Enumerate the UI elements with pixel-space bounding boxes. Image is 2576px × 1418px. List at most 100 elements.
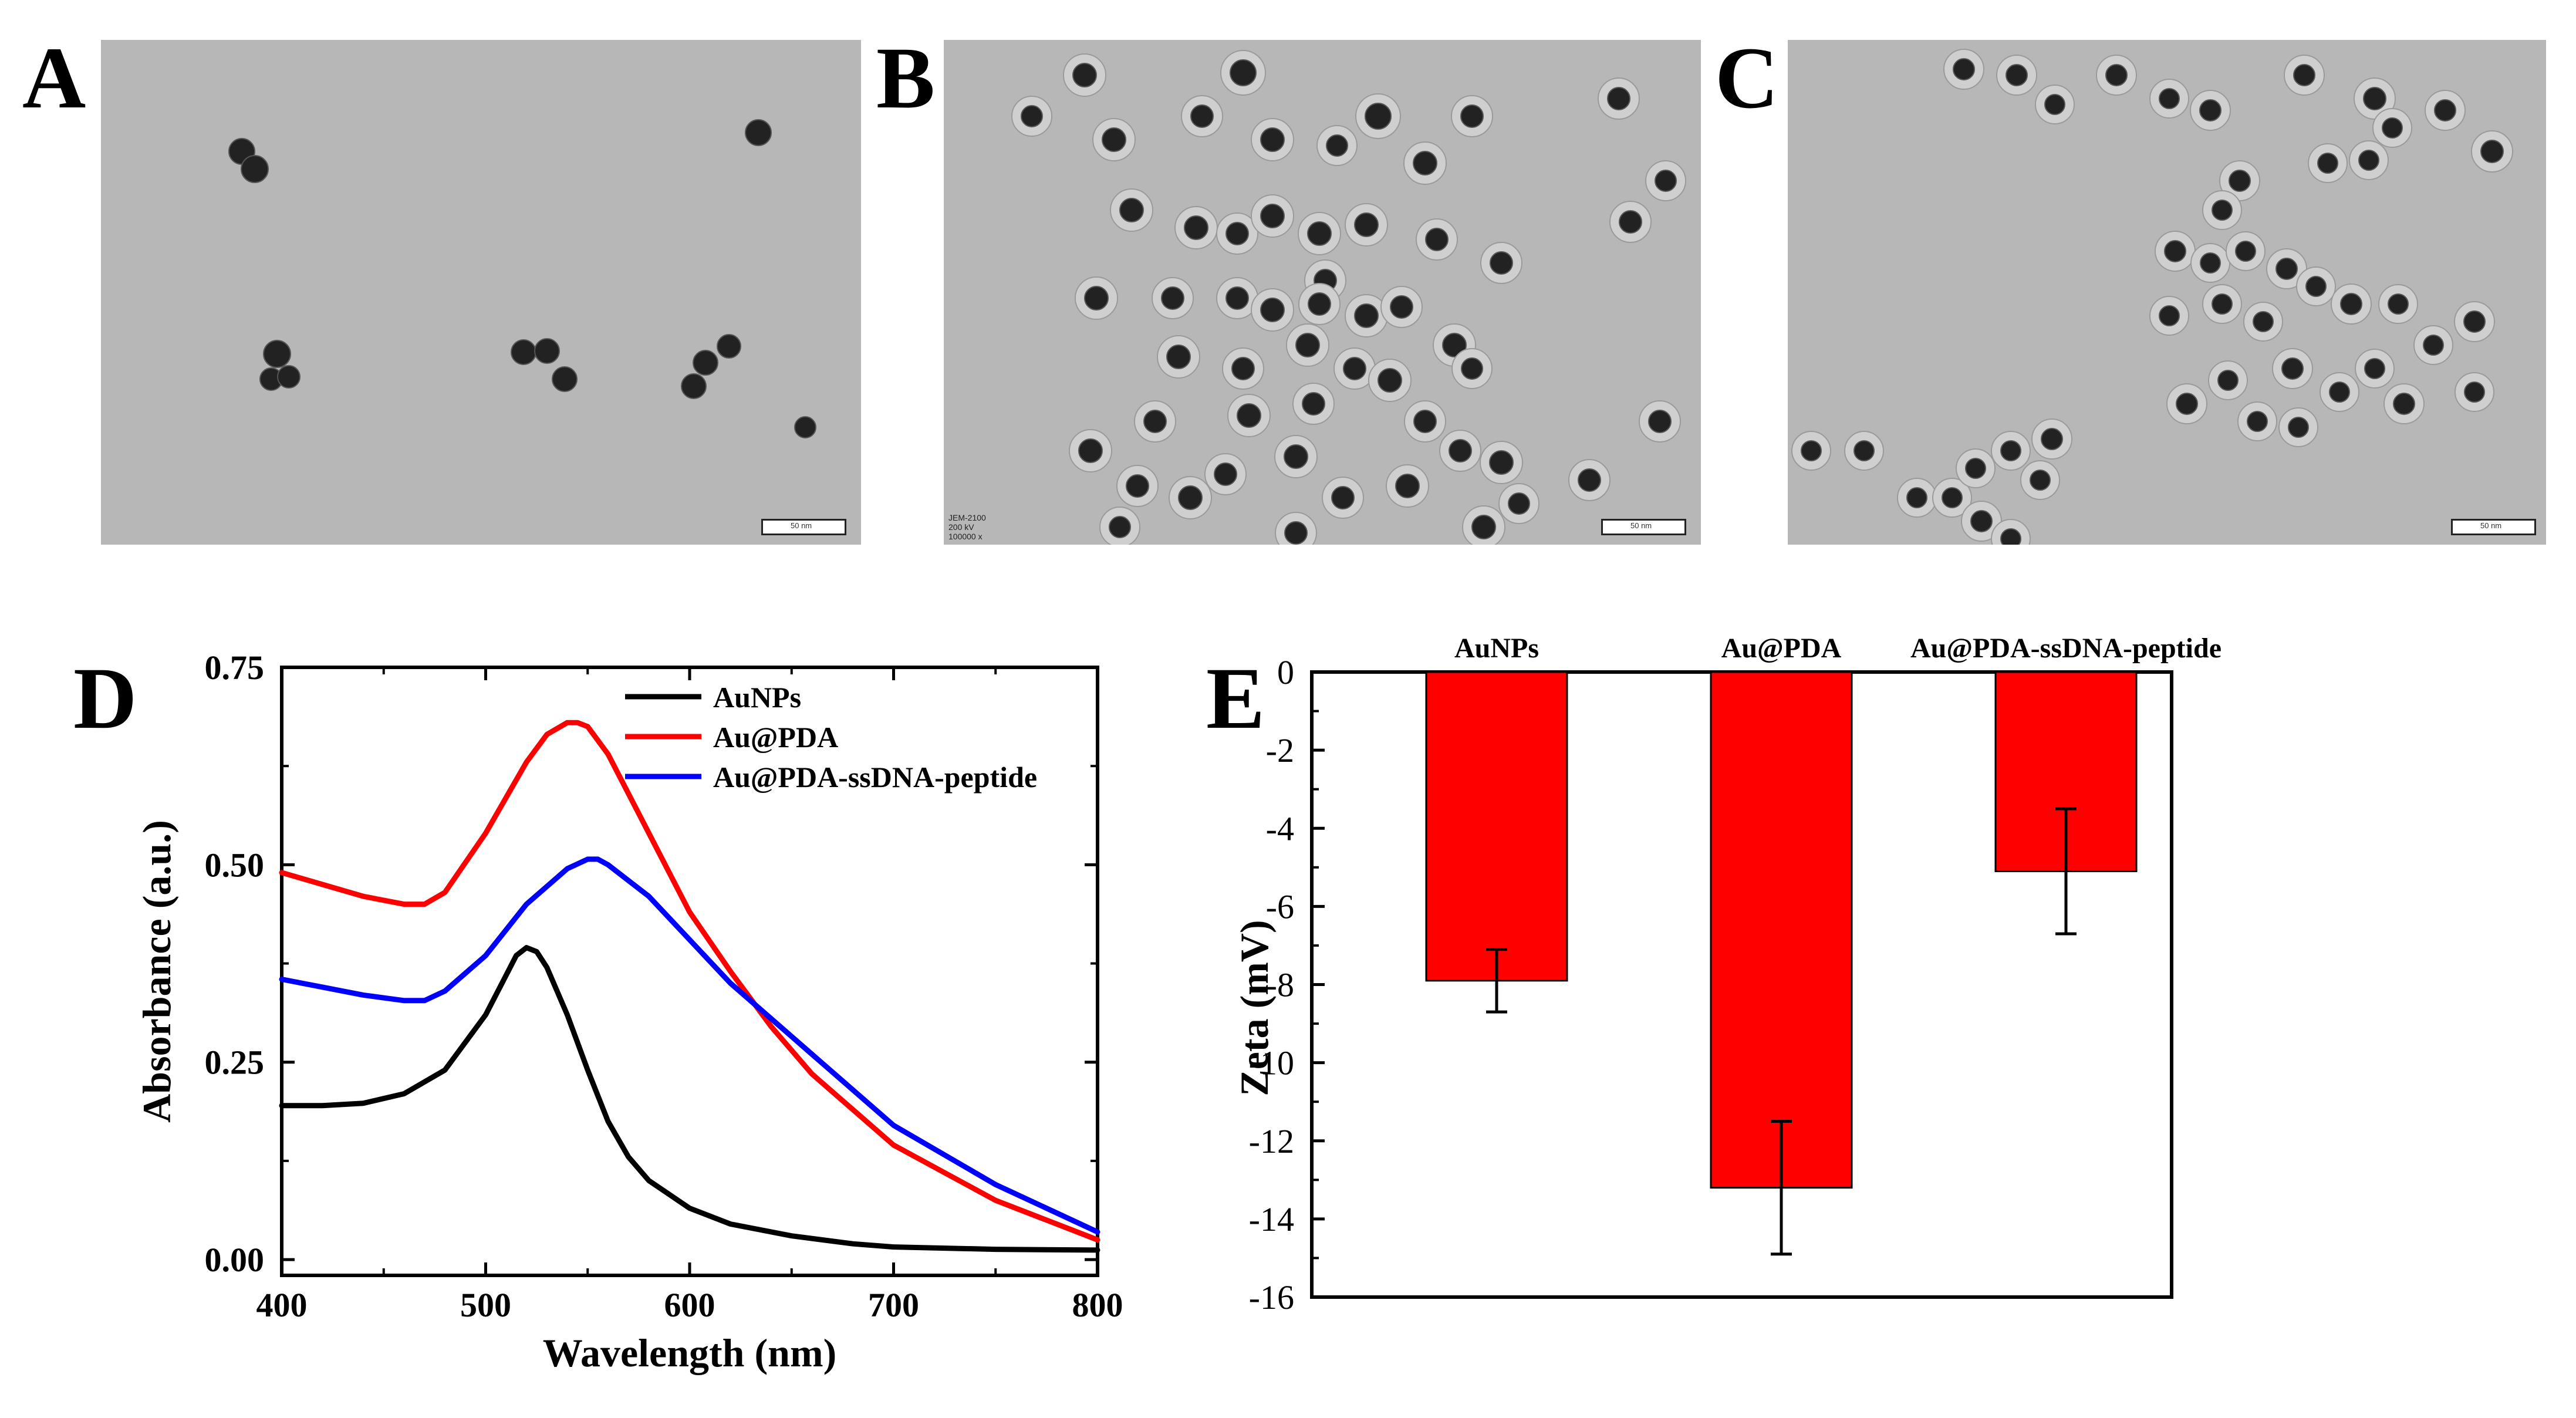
nanoparticle bbox=[1072, 63, 1097, 87]
nanoparticle bbox=[2358, 150, 2379, 171]
nanoparticle bbox=[263, 340, 291, 368]
nanoparticle bbox=[717, 334, 741, 359]
nanoparticle bbox=[1354, 212, 1379, 237]
series-line-au-pda-ssdna-peptide bbox=[279, 856, 1100, 1235]
nanoparticle bbox=[2044, 94, 2065, 115]
nanoparticle bbox=[1284, 444, 1308, 469]
nanoparticle bbox=[1471, 515, 1496, 539]
plot-frame bbox=[280, 666, 1099, 1277]
nanoparticle bbox=[1354, 303, 1379, 328]
x-tick-label: 400 bbox=[256, 1286, 308, 1324]
nanoparticle bbox=[2000, 440, 2021, 461]
y-tick-label: 0.75 bbox=[205, 649, 265, 687]
nanoparticle bbox=[1214, 462, 1237, 486]
nanoparticle bbox=[2281, 357, 2304, 380]
nanoparticle bbox=[1307, 221, 1332, 246]
nanoparticle bbox=[1260, 127, 1285, 152]
y-axis-label: Zeta (mV) bbox=[1232, 920, 1277, 1096]
nanoparticle bbox=[1906, 487, 1927, 508]
nanoparticle bbox=[2329, 381, 2350, 403]
y-tick-label: -4 bbox=[1266, 809, 1294, 848]
nanoparticle bbox=[1508, 492, 1530, 515]
tem-image-a: 50 nm bbox=[101, 40, 861, 545]
nanoparticle bbox=[1395, 474, 1420, 498]
nanoparticle bbox=[1490, 251, 1513, 275]
instrument-magnification: 100000 x bbox=[948, 532, 983, 541]
scale-label-b: 50 nm bbox=[1630, 521, 1652, 530]
nanoparticle bbox=[2275, 258, 2298, 280]
nanoparticle bbox=[1143, 410, 1167, 433]
nanoparticle bbox=[2199, 99, 2221, 121]
nanoparticle bbox=[2388, 293, 2409, 315]
nanoparticle bbox=[1460, 104, 1484, 128]
nanoparticle bbox=[1178, 485, 1203, 510]
y-tick-label: 0.50 bbox=[205, 846, 265, 884]
nanoparticle bbox=[1225, 222, 1249, 245]
x-tick-label: 500 bbox=[460, 1286, 511, 1324]
tem-particles-a bbox=[228, 119, 816, 438]
nanoparticle bbox=[2176, 393, 2198, 415]
bar bbox=[1425, 671, 1568, 982]
nanoparticle bbox=[1126, 474, 1149, 498]
nanoparticle bbox=[794, 416, 816, 438]
y-tick-label: -8 bbox=[1266, 966, 1294, 1004]
nanoparticle bbox=[1231, 357, 1255, 380]
scale-label-a: 50 nm bbox=[791, 521, 812, 530]
nanoparticle bbox=[2105, 64, 2128, 86]
y-tick-label: -2 bbox=[1266, 731, 1294, 769]
panel-label-a: A bbox=[22, 29, 86, 127]
nanoparticle bbox=[2382, 117, 2403, 139]
legend-label: Au@PDA bbox=[713, 721, 838, 754]
x-tick-label: 600 bbox=[664, 1286, 715, 1324]
y-tick-label: -14 bbox=[1249, 1200, 1294, 1238]
nanoparticle bbox=[1853, 440, 1875, 461]
scale-bar-b bbox=[1601, 519, 1686, 535]
nanoparticle bbox=[1119, 198, 1144, 222]
nanoparticle bbox=[2041, 428, 2063, 450]
y-tick-label: -12 bbox=[1249, 1122, 1294, 1160]
nanoparticle bbox=[1078, 438, 1103, 463]
y-tick-label: 0 bbox=[1277, 653, 1294, 691]
nanoparticle bbox=[2305, 276, 2327, 297]
nanoparticle bbox=[2434, 99, 2456, 121]
nanoparticle bbox=[2006, 64, 2028, 86]
nanoparticle bbox=[1284, 521, 1308, 545]
nanoparticle bbox=[2000, 528, 2021, 545]
nanoparticle bbox=[1184, 215, 1208, 240]
nanoparticle bbox=[1260, 298, 1285, 322]
y-tick-label: -10 bbox=[1249, 1044, 1294, 1082]
nanoparticle bbox=[2253, 311, 2274, 332]
legend-label: Au@PDA-ssDNA-peptide bbox=[713, 761, 1037, 794]
nanoparticle bbox=[1326, 134, 1348, 157]
nanoparticle bbox=[2393, 393, 2415, 415]
panel-label-c: C bbox=[1715, 29, 1779, 127]
nanoparticle bbox=[1308, 292, 1331, 316]
nanoparticle bbox=[2364, 358, 2385, 379]
nanoparticle bbox=[1390, 295, 1413, 319]
nanoparticle bbox=[1378, 368, 1402, 393]
nanoparticle bbox=[2293, 64, 2315, 86]
nanoparticle bbox=[2480, 140, 2504, 163]
x-axis-label: Wavelength (nm) bbox=[543, 1331, 837, 1375]
series-line-au-pda bbox=[279, 720, 1100, 1243]
instrument-name: JEM-2100 bbox=[948, 513, 986, 522]
y-tick-label: -6 bbox=[1266, 887, 1294, 926]
nanoparticle bbox=[2288, 417, 2309, 438]
bar bbox=[1710, 671, 1853, 1189]
nanoparticle bbox=[1365, 103, 1392, 130]
tem-particles-b bbox=[1011, 50, 1686, 545]
nanoparticle bbox=[1166, 345, 1191, 369]
y-tick-label: 0.25 bbox=[205, 1044, 265, 1082]
nanoparticle bbox=[1489, 450, 1514, 475]
panel-label-d: D bbox=[73, 650, 137, 747]
nanoparticle bbox=[1237, 403, 1261, 428]
y-tick-label: -16 bbox=[1249, 1278, 1294, 1316]
nanoparticle bbox=[552, 366, 578, 392]
nanoparticle bbox=[1801, 440, 1822, 461]
nanoparticle bbox=[1942, 487, 1963, 508]
nanoparticle bbox=[1343, 357, 1366, 380]
scale-bar-a bbox=[761, 519, 846, 535]
x-tick-label: 800 bbox=[1072, 1286, 1123, 1324]
nanoparticle bbox=[2247, 411, 2268, 432]
nanoparticle bbox=[511, 339, 536, 365]
